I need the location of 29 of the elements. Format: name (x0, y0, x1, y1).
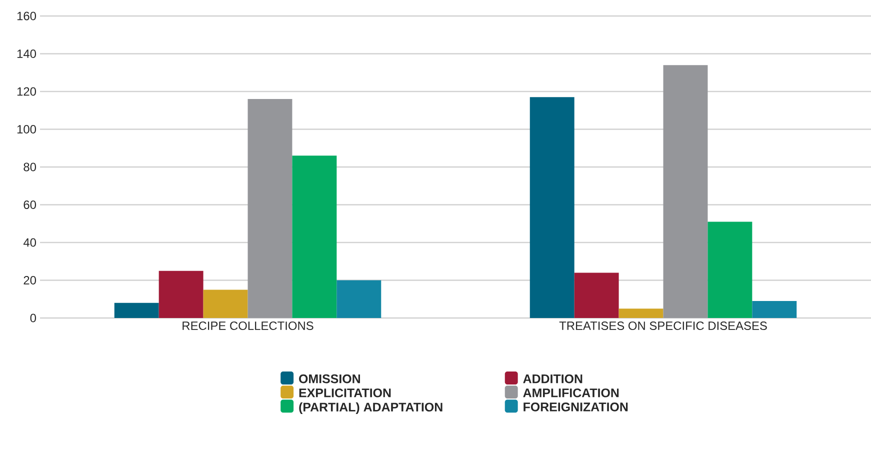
bar (708, 222, 752, 318)
y-tick-label: 80 (24, 162, 36, 172)
bar (292, 156, 337, 318)
legend-label: ADDITION (523, 374, 582, 384)
bar (618, 308, 664, 318)
y-tick-label: 140 (17, 50, 36, 58)
legend-label: OMISSION (299, 374, 360, 384)
y-tick-label: 100 (17, 125, 36, 134)
legend-label: AMPLIFICATION (523, 388, 619, 398)
bar (663, 65, 708, 318)
bar (574, 272, 619, 318)
bar (114, 302, 159, 318)
legend-label: FOREIGNIZATION (524, 402, 628, 412)
legend-label: (PARTIAL) ADAPTATION (299, 402, 442, 414)
x-tick-label: RECIPE COLLECTIONS (182, 322, 314, 330)
y-tick-label: 160 (17, 12, 36, 20)
bar (752, 301, 797, 318)
y-tick-label: 20 (24, 276, 36, 284)
bar (248, 99, 292, 318)
bar (336, 280, 382, 318)
x-tick-label: TREATISES ON SPECIFIC DISEASES (559, 322, 767, 330)
y-tick-label: 40 (23, 238, 36, 247)
bar (530, 97, 574, 318)
y-tick-label: 0 (30, 314, 36, 322)
y-tick-label: 120 (17, 87, 36, 96)
y-tick-label: 60 (24, 200, 36, 209)
bar (203, 290, 248, 318)
legend-label: EXPLICITATION (299, 388, 391, 398)
bar (158, 270, 204, 318)
